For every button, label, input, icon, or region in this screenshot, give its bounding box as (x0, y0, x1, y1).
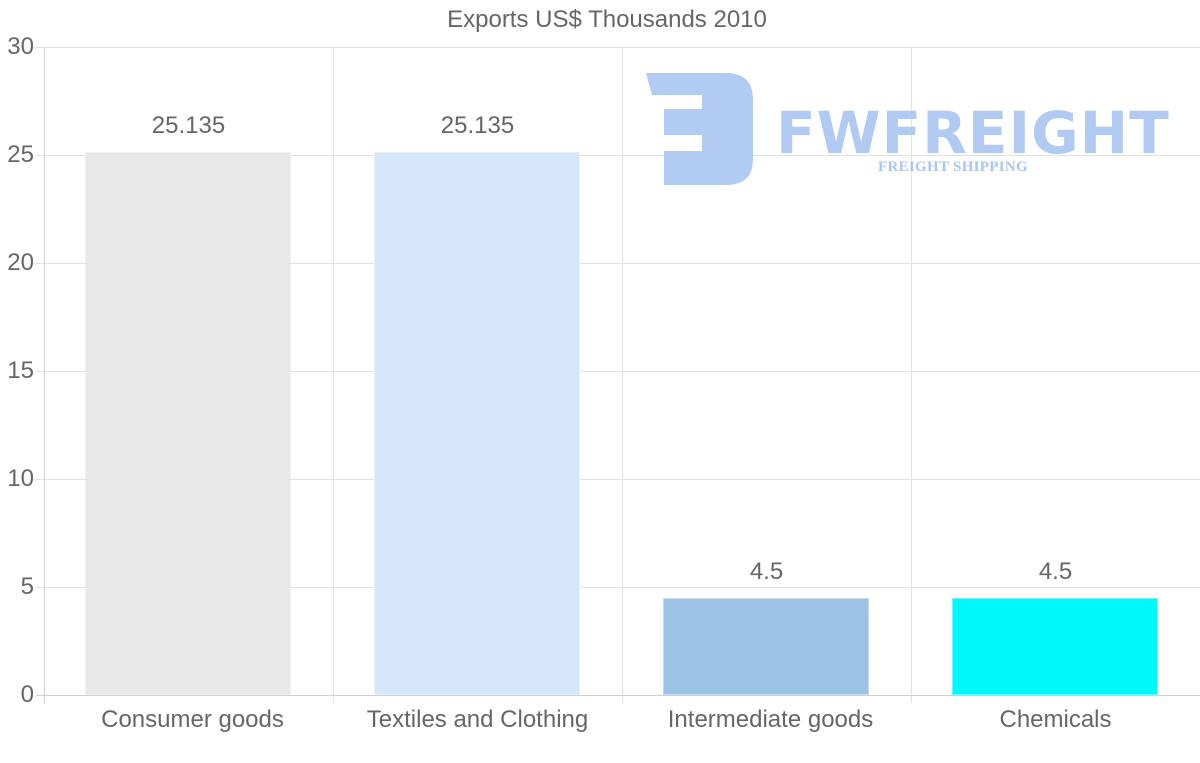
vgridline-3 (911, 47, 912, 703)
gridline-15 (36, 371, 1200, 372)
y-tick-5: 5 (20, 573, 34, 600)
vgridline-1 (333, 47, 334, 703)
y-axis-line (44, 47, 45, 703)
y-tick-25: 25 (7, 141, 34, 168)
y-tick-15: 15 (7, 357, 34, 384)
chart-title: Exports US$ Thousands 2010 (447, 6, 767, 33)
bar-value-label: 25.135 (151, 112, 226, 139)
gridline-25 (36, 155, 1200, 156)
y-tick-20: 20 (7, 249, 34, 276)
gridline-10 (36, 479, 1200, 480)
vgridline-2 (622, 47, 623, 703)
x-tick-label: Consumer goods (101, 706, 284, 733)
bar-intermediate-goods[interactable] (663, 598, 869, 695)
y-tick-10: 10 (7, 465, 34, 492)
gridline-5 (36, 587, 1200, 588)
x-tick-label: Intermediate goods (667, 706, 874, 733)
x-axis-line (36, 695, 1200, 696)
y-tick-30: 30 (7, 33, 34, 60)
plot-area (36, 47, 1200, 703)
gridline-30 (36, 47, 1200, 48)
bar-value-label: 25.135 (440, 112, 515, 139)
gridline-20 (36, 263, 1200, 264)
bar-value-label: 4.5 (1038, 558, 1073, 585)
bar-value-label: 4.5 (749, 558, 784, 585)
y-tick-0: 0 (20, 681, 34, 708)
bar-chemicals[interactable] (952, 598, 1158, 695)
bar-consumer-goods[interactable] (85, 152, 291, 695)
bar-textiles-and-clothing[interactable] (374, 152, 580, 695)
x-tick-label: Chemicals (999, 706, 1112, 733)
x-tick-label: Textiles and Clothing (366, 706, 589, 733)
